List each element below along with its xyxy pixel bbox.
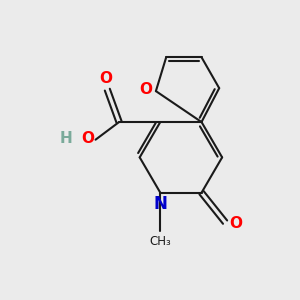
Text: CH₃: CH₃ (149, 235, 171, 248)
Text: O: O (140, 82, 152, 97)
Text: O: O (81, 131, 94, 146)
Text: H: H (59, 131, 72, 146)
Text: O: O (229, 216, 242, 231)
Text: N: N (153, 195, 167, 213)
Text: O: O (99, 71, 112, 86)
